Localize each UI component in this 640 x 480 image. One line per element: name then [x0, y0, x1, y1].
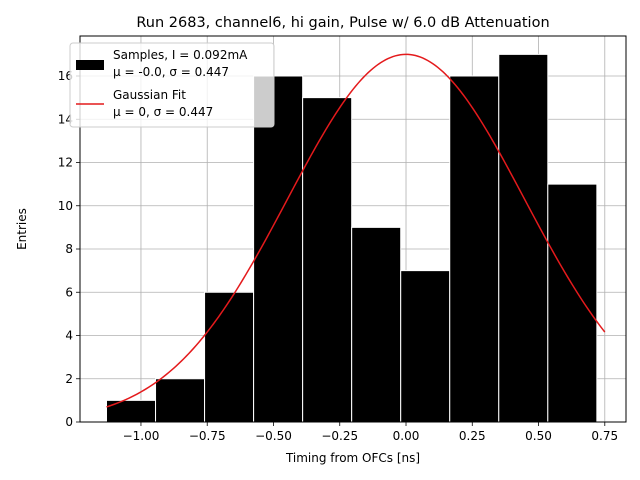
x-tick-label: −0.75: [189, 429, 226, 443]
legend-label-samples-stats: μ = -0.0, σ = 0.447: [113, 65, 229, 79]
y-tick-label: 14: [58, 112, 73, 126]
y-tick-label: 8: [65, 242, 73, 256]
histogram-bar: [106, 399, 157, 423]
y-tick-label: 12: [58, 156, 73, 170]
x-tick-label: 0.75: [591, 429, 618, 443]
histogram-bar: [547, 183, 598, 423]
y-tick-label: 4: [65, 329, 73, 343]
plot-frame: [79, 35, 627, 423]
histogram-bar: [204, 291, 255, 423]
y-axis-ticks: 0 2 4 6 8 10 12 14 16: [58, 69, 80, 429]
y-tick-label: 6: [65, 285, 73, 299]
histogram-bar: [351, 226, 402, 423]
x-axis-ticks: −1.00 −0.75 −0.50 −0.25 0.00 0.25 0.50 0.75: [123, 422, 618, 443]
y-tick-label: 10: [58, 199, 73, 213]
y-tick-label: 0: [65, 415, 73, 429]
histogram-bar: [498, 53, 549, 423]
x-tick-label: 0.25: [459, 429, 486, 443]
gaussian-fit-line: [106, 53, 606, 408]
legend-label-samples: Samples, I = 0.092mA: [113, 48, 248, 62]
x-axis-label: Timing from OFCs [ns]: [285, 451, 420, 465]
histogram-bar: [155, 378, 206, 423]
y-tick-label: 16: [58, 69, 73, 83]
y-tick-label: 2: [65, 372, 73, 386]
histogram-bar: [400, 270, 451, 423]
legend-box: [69, 42, 275, 128]
histogram-bar: [449, 75, 500, 423]
x-tick-label: −1.00: [123, 429, 160, 443]
legend-label-gaussian-fit: Gaussian Fit: [113, 88, 186, 102]
x-tick-label: −0.25: [321, 429, 358, 443]
legend: Samples, I = 0.092mA μ = -0.0, σ = 0.447…: [69, 42, 275, 128]
x-tick-label: −0.50: [255, 429, 292, 443]
x-tick-label: 0.50: [525, 429, 552, 443]
legend-swatch-samples: [76, 60, 104, 70]
x-tick-label: 0.00: [393, 429, 420, 443]
histogram-bar: [302, 97, 353, 423]
y-axis-label: Entries: [15, 208, 29, 250]
legend-label-gaussian-fit-stats: μ = 0, σ = 0.447: [113, 105, 213, 119]
chart-title: Run 2683, channel6, hi gain, Pulse w/ 6.…: [136, 15, 549, 31]
